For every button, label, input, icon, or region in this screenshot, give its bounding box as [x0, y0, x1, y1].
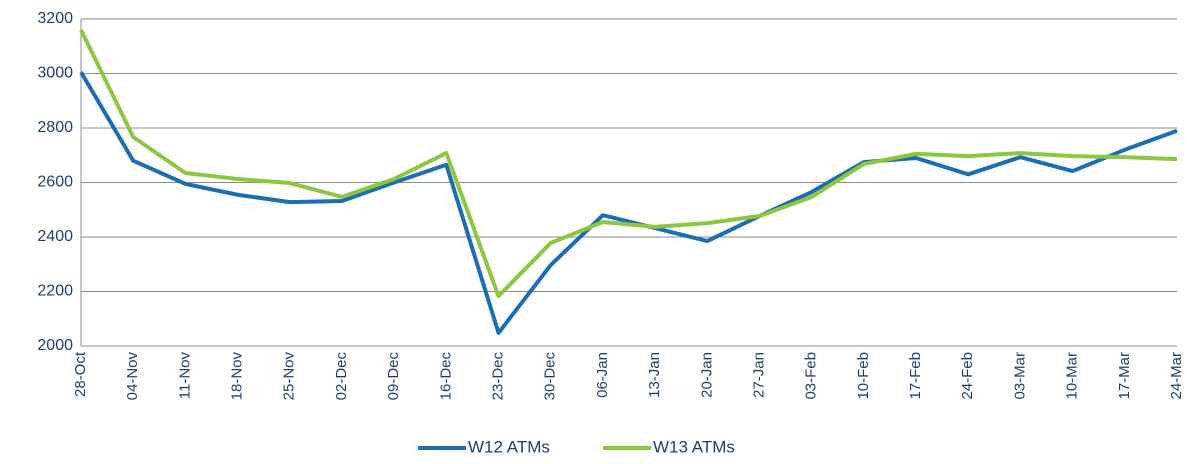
- y-tick-label: 2400: [37, 228, 73, 245]
- x-tick-label: 17-Mar: [1116, 352, 1133, 400]
- x-tick-label: 13-Jan: [646, 352, 663, 398]
- x-tick-label: 06-Jan: [594, 352, 611, 398]
- series-line: [79, 71, 1178, 335]
- y-tick-label: 2800: [37, 119, 73, 136]
- x-tick-label: 24-Feb: [959, 352, 976, 400]
- y-tick-label: 3200: [37, 10, 73, 27]
- x-tick-label: 10-Feb: [855, 352, 872, 400]
- x-tick-label: 27-Jan: [750, 352, 767, 398]
- x-tick-label: 02-Dec: [333, 352, 350, 401]
- x-tick-label: 28-Oct: [72, 351, 89, 397]
- x-tick-label: 04-Nov: [124, 352, 141, 401]
- x-tick-label: 03-Feb: [803, 352, 820, 400]
- y-tick-label: 3000: [37, 65, 73, 82]
- x-tick-label: 24-Mar: [1168, 352, 1185, 400]
- x-tick-label: 23-Dec: [489, 352, 506, 401]
- x-tick-label: 20-Jan: [698, 352, 715, 398]
- y-tick-label: 2600: [37, 174, 73, 191]
- series-line: [79, 29, 1178, 299]
- x-tick-label: 18-Nov: [229, 352, 246, 401]
- x-tick-label: 11-Nov: [176, 352, 193, 400]
- x-tick-label: 25-Nov: [281, 352, 298, 401]
- x-tick-label: 10-Mar: [1064, 352, 1081, 400]
- x-tick-label: 30-Dec: [542, 352, 559, 401]
- legend-label: W13 ATMs: [653, 437, 735, 456]
- x-tick-label: 09-Dec: [385, 352, 402, 401]
- x-tick-label: 17-Feb: [907, 352, 924, 400]
- x-tick-label: 03-Mar: [1011, 352, 1028, 400]
- x-tick-label: 16-Dec: [437, 352, 454, 401]
- y-tick-label: 2000: [37, 337, 73, 354]
- legend-label: W12 ATMs: [468, 437, 550, 456]
- y-tick-label: 2200: [37, 283, 73, 300]
